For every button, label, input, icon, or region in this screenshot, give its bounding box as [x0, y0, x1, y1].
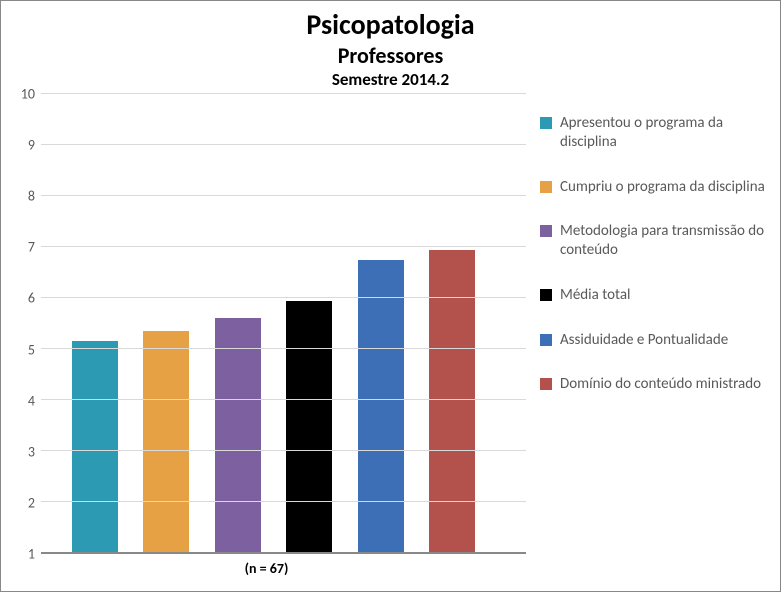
bar — [358, 260, 404, 553]
legend-swatch — [540, 289, 552, 301]
y-tick-label: 5 — [28, 341, 35, 358]
legend-item: Metodologia para transmissão do conteúdo — [540, 222, 766, 260]
y-tick-label: 2 — [28, 494, 35, 511]
bar — [429, 250, 475, 553]
legend-item: Apresentou o programa da disciplina — [540, 114, 766, 152]
y-tick-label: 7 — [28, 239, 35, 256]
bar — [72, 341, 118, 553]
bars-group — [41, 94, 506, 553]
bar — [215, 318, 261, 553]
legend-swatch — [540, 225, 552, 237]
legend-item: Cumpriu o programa da disciplina — [540, 178, 766, 197]
y-tick-label: 1 — [28, 546, 35, 563]
y-tick-label: 4 — [28, 392, 35, 409]
x-axis-label: (n = 67) — [7, 554, 526, 585]
y-tick-label: 8 — [28, 188, 35, 205]
y-tick-label: 3 — [28, 443, 35, 460]
gridline — [41, 144, 526, 145]
legend-label: Média total — [560, 286, 630, 305]
legend-swatch — [540, 117, 552, 129]
plot-area: 12345678910 (n = 67) — [7, 94, 526, 585]
bar — [143, 331, 189, 553]
legend-swatch — [540, 181, 552, 193]
gridline — [41, 399, 526, 400]
chart-titles: Psicopatologia Professores Semestre 2014… — [7, 7, 774, 90]
gridline — [41, 246, 526, 247]
grid-area — [41, 94, 526, 554]
legend: Apresentou o programa da disciplina Cumpr… — [526, 94, 774, 585]
gridline — [41, 195, 526, 196]
chart-body: 12345678910 (n = 67) Apresentou o progra… — [7, 94, 774, 585]
chart-title: Psicopatologia — [7, 7, 774, 42]
legend-label: Metodologia para transmissão do conteúdo — [560, 222, 766, 260]
plot: 12345678910 — [7, 94, 526, 554]
y-axis: 12345678910 — [7, 94, 41, 554]
legend-item: Domínio do conteúdo ministrado — [540, 375, 766, 394]
chart-subtitle: Professores — [7, 42, 774, 69]
y-tick-label: 10 — [21, 86, 35, 103]
y-tick-label: 6 — [28, 290, 35, 307]
legend-label: Domínio do conteúdo ministrado — [560, 375, 761, 394]
legend-swatch — [540, 378, 552, 390]
gridline — [41, 297, 526, 298]
gridline — [41, 501, 526, 502]
gridline — [41, 348, 526, 349]
gridline — [41, 552, 526, 553]
y-tick-label: 9 — [28, 137, 35, 154]
bar — [286, 301, 332, 553]
chart-subtitle2: Semestre 2014.2 — [7, 69, 774, 90]
legend-swatch — [540, 334, 552, 346]
legend-label: Assiduidade e Pontualidade — [560, 331, 728, 350]
chart-container: Psicopatologia Professores Semestre 2014… — [0, 0, 781, 592]
legend-item: Assiduidade e Pontualidade — [540, 331, 766, 350]
legend-label: Cumpriu o programa da disciplina — [560, 178, 765, 197]
legend-label: Apresentou o programa da disciplina — [560, 114, 766, 152]
legend-item: Média total — [540, 286, 766, 305]
gridline — [41, 93, 526, 94]
gridline — [41, 450, 526, 451]
